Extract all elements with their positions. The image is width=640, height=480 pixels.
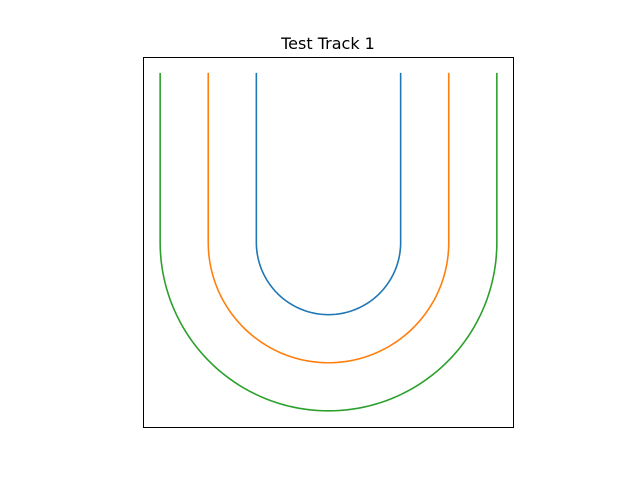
track-series-3-line <box>159 72 498 412</box>
track-series-1-line <box>255 72 402 316</box>
track-series-2-line <box>207 72 450 364</box>
chart-title: Test Track 1 <box>280 34 375 53</box>
series-layer <box>159 72 498 412</box>
plot-frame <box>143 57 514 428</box>
